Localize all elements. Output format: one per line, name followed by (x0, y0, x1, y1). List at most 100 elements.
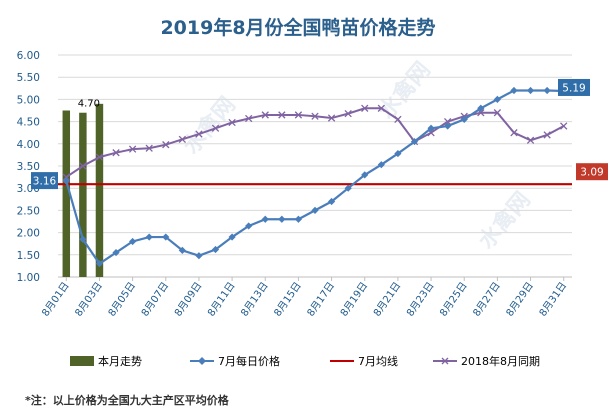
marker-stroke (477, 109, 485, 117)
legend-label: 2018年8月同期 (461, 354, 540, 368)
x-tick-label: 8月21日 (371, 280, 403, 319)
marker-stroke (311, 112, 319, 120)
series-july-marker (344, 184, 352, 192)
marker-stroke (211, 124, 220, 132)
series-july-marker (311, 206, 319, 214)
y-axis: 1.001.502.002.503.003.504.004.505.005.50… (17, 50, 40, 284)
marker-stroke (112, 149, 120, 157)
legend-label: 本月走势 (98, 354, 142, 368)
series-july-line (62, 86, 568, 268)
series-july-marker (361, 171, 369, 179)
series-2018-marker (443, 117, 452, 126)
y-tick-label: 2.50 (17, 205, 40, 217)
marker-stroke (377, 104, 385, 112)
x-tick-label: 8月01日 (39, 280, 71, 319)
series-2018-marker (195, 130, 203, 138)
marker-stroke (261, 111, 269, 119)
bars-series: 4.70 (62, 99, 104, 277)
series-2018-marker (327, 114, 336, 122)
series-july-marker (178, 246, 186, 254)
legend-marker-2018 (441, 357, 449, 365)
series-july-marker (377, 161, 385, 169)
footnote: *注：以上价格为全国九大主产区平均价格 (25, 393, 230, 407)
marker-stroke (195, 130, 203, 138)
series-july-marker (79, 235, 87, 243)
x-tick-label: 8月31日 (537, 280, 569, 319)
chart-title: 2019年8月份全国鸭苗价格走势 (160, 16, 435, 39)
series-2018-marker (178, 135, 187, 144)
series-2018-marker (510, 129, 518, 137)
legend: 本月走势 7月每日价格 7月均线 2018年8月同期 (70, 354, 540, 368)
end-callout-text: 5.19 (562, 82, 585, 94)
series-july-marker (394, 149, 402, 158)
series-2018-marker (560, 122, 568, 130)
series-july-marker (245, 222, 253, 230)
x-tick-label: 8月11日 (205, 280, 237, 319)
start-callout-box (31, 172, 58, 190)
series-july-marker (543, 86, 551, 95)
series-july-marker (427, 124, 435, 132)
series-july-marker (62, 177, 70, 185)
series-2018-marker (145, 144, 153, 152)
marker-stroke (493, 109, 502, 117)
y-tick-label: 5.00 (17, 94, 40, 106)
series-2018-marker (543, 131, 551, 139)
marker-stroke (128, 145, 137, 153)
series-2018-marker (361, 104, 369, 112)
legend-swatch-bar (70, 356, 94, 366)
y-tick-label: 4.00 (17, 139, 40, 151)
avg-callout-box (576, 163, 608, 181)
legend-label: 7月均线 (358, 354, 398, 368)
marker-stroke (526, 136, 535, 144)
series-july-marker (493, 95, 501, 103)
x-tick-label: 8月03日 (73, 280, 105, 319)
series-2018-marker (344, 109, 352, 118)
series-2018-marker (162, 141, 170, 149)
series-2018-marker (79, 162, 87, 170)
marker-stroke (162, 141, 170, 149)
series-2018-marker (394, 115, 402, 124)
x-tick-label: 8月29日 (504, 280, 536, 319)
series-july-marker (327, 197, 336, 206)
x-tick-label: 8月05日 (106, 280, 138, 319)
y-tick-label: 1.00 (17, 272, 40, 284)
y-tick-label: 4.50 (17, 117, 40, 129)
series-2018-marker (228, 118, 236, 127)
y-tick-label: 3.50 (17, 161, 40, 173)
series-2018-marker (211, 124, 220, 132)
x-tick-label: 8月07日 (139, 280, 171, 319)
series-2018-marker (377, 104, 385, 112)
series-july-marker (477, 104, 485, 112)
marker-stroke (178, 135, 187, 144)
series-july-marker (261, 215, 269, 223)
marker-stroke (344, 109, 352, 118)
y-tick-label: 2.00 (17, 228, 40, 240)
series-2018-marker (261, 111, 269, 119)
marker-stroke (443, 117, 452, 126)
legend-label: 7月每日价格 (218, 354, 280, 368)
marker-stroke (394, 115, 402, 124)
series-2018-marker (128, 145, 137, 153)
series-2018-marker (294, 111, 303, 119)
series-2018-marker (95, 153, 104, 161)
marker-stroke (427, 129, 435, 137)
series-july-marker (162, 233, 170, 241)
x-tick-label: 8月19日 (338, 280, 370, 319)
series-july-marker (129, 237, 137, 246)
x-tick-label: 8月17日 (305, 280, 337, 319)
series-2018-marker (493, 109, 502, 117)
series-2018-polyline (65, 107, 565, 178)
marker-stroke (543, 131, 551, 139)
marker-stroke (327, 114, 336, 122)
x-tick-label: 8月23日 (404, 280, 436, 319)
series-july-marker (228, 233, 236, 241)
series-2018-marker (245, 114, 253, 123)
watermark-text: 水禽网 (473, 187, 535, 254)
callouts: 3.16 5.19 3.09 (31, 78, 608, 190)
bar (79, 112, 87, 277)
x-axis: 8月01日 8月03日 8月05日 8月07日 8月09日 8月11日 8月13日 8月15日… (39, 276, 572, 319)
series-2018-marker (311, 112, 319, 120)
y-tick-label: 1.50 (17, 250, 40, 262)
x-tick-label: 8月27日 (471, 280, 503, 319)
